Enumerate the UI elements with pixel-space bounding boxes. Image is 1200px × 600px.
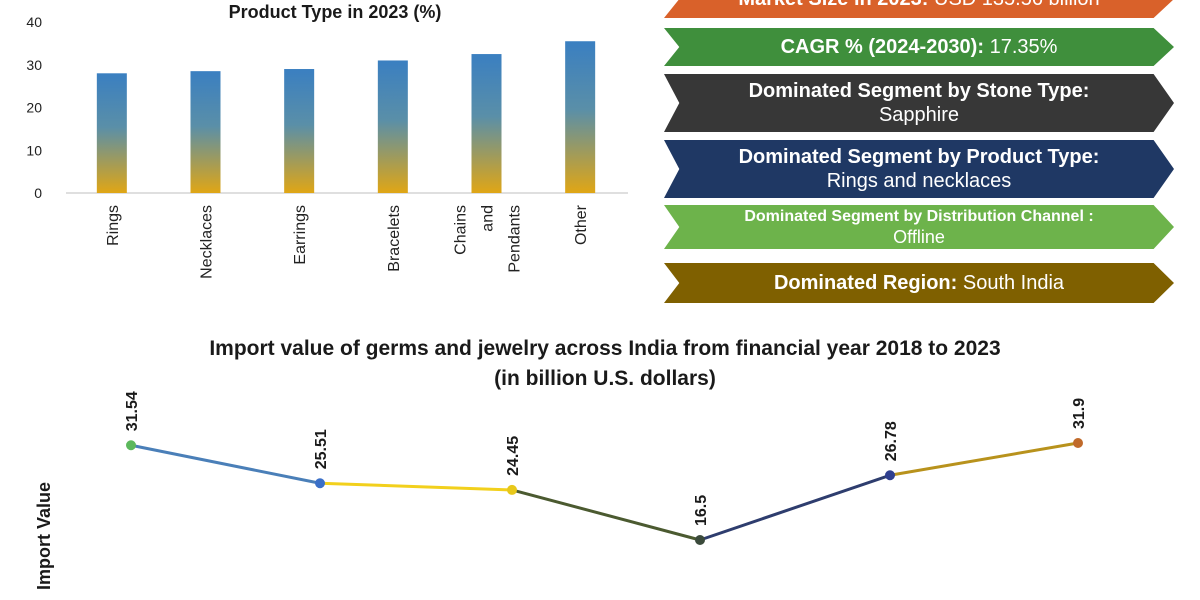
bar-x-tick-label: Earrings <box>292 205 309 265</box>
line-segment <box>698 473 892 542</box>
line-point <box>126 440 136 451</box>
bar <box>284 69 315 193</box>
bar <box>377 60 408 193</box>
line-point <box>315 478 325 489</box>
bar <box>96 73 127 193</box>
line-point <box>507 484 517 495</box>
bar-y-tick-label: 30 <box>26 57 42 73</box>
info-banner-value: Sapphire <box>878 104 960 126</box>
info-banner-value: Rings and necklaces <box>826 170 1012 192</box>
line-data-label: 24.45 <box>505 436 522 476</box>
bar-x-tick-text: Necklaces <box>199 205 216 279</box>
bar-x-tick-text: Pendants <box>507 205 524 273</box>
info-banner: CAGR % (2024-2030): 17.35% <box>664 28 1174 66</box>
bar-y-tick-label: 20 <box>26 100 42 116</box>
line-chart-title: Import value of germs and jewelry across… <box>209 337 1001 390</box>
bar-x-tick-label: Other <box>573 204 590 245</box>
bar <box>471 54 502 193</box>
info-banner-heading: Dominated Segment by Distribution Channe… <box>744 208 1094 225</box>
line-point <box>1073 438 1083 448</box>
info-banner-heading: Dominated Segment by Product Type: <box>738 146 1100 168</box>
bar-y-tick-label: 0 <box>34 185 42 201</box>
bar <box>190 71 221 193</box>
bar <box>565 41 596 193</box>
line-data-label: 31.9 <box>1071 398 1088 429</box>
bar-x-tick-text: and <box>480 205 497 232</box>
line-data-label: 26.78 <box>883 421 900 461</box>
line-segment <box>129 443 322 485</box>
bar-x-tick-text: Other <box>573 204 590 245</box>
line-segment <box>318 481 514 492</box>
line-data-label: 16.5 <box>693 495 710 526</box>
bar-chart-title: Product Type in 2023 (%) <box>228 2 442 22</box>
bar-x-tick-text: Chains <box>453 205 470 255</box>
line-data-label: 31.54 <box>124 391 141 431</box>
info-banner-heading: Dominated Region: South India <box>773 272 1065 294</box>
bar-chart: 0 10 20 30 40 Rings Necklaces Earrings Bracelets… <box>26 14 628 279</box>
info-banner: Dominated Segment by Product Type: Rings … <box>664 140 1174 198</box>
bar-x-tick-label: Rings <box>105 205 122 246</box>
line-point <box>885 470 895 481</box>
line-segment <box>888 441 1080 477</box>
bar-x-tick-text: Bracelets <box>386 205 403 272</box>
bar-x-tick-label: Necklaces <box>199 205 216 279</box>
line-data-label: 25.51 <box>313 429 330 469</box>
info-banner: Dominated Segment by Distribution Channe… <box>664 205 1174 249</box>
bar-y-tick-label: 40 <box>26 14 42 30</box>
info-banner: Dominated Region: South India <box>664 263 1174 303</box>
bar-x-tick-label: Bracelets <box>386 205 403 272</box>
bar-x-tick-text: Rings <box>105 205 122 246</box>
info-banner-heading: CAGR % (2024-2030): 17.35% <box>780 36 1058 58</box>
bar-x-tick-label: Chains and Pendants <box>453 205 524 273</box>
info-banner-heading: Dominated Segment by Stone Type: <box>748 80 1090 102</box>
info-banner: Dominated Segment by Stone Type: Sapphire <box>664 74 1174 132</box>
line-chart-y-axis-label: Import Value <box>34 481 54 590</box>
bar-x-tick-text: Earrings <box>292 205 309 265</box>
line-segment <box>510 488 702 542</box>
bar-y-tick-label: 10 <box>26 142 42 158</box>
line-point <box>695 535 705 545</box>
info-banner-value: Offline <box>893 227 945 247</box>
info-banner-heading: Market Size in 2023: USD 135.56 billion <box>738 0 1099 11</box>
info-banner: Market Size in 2023: USD 135.56 billion <box>664 0 1174 18</box>
